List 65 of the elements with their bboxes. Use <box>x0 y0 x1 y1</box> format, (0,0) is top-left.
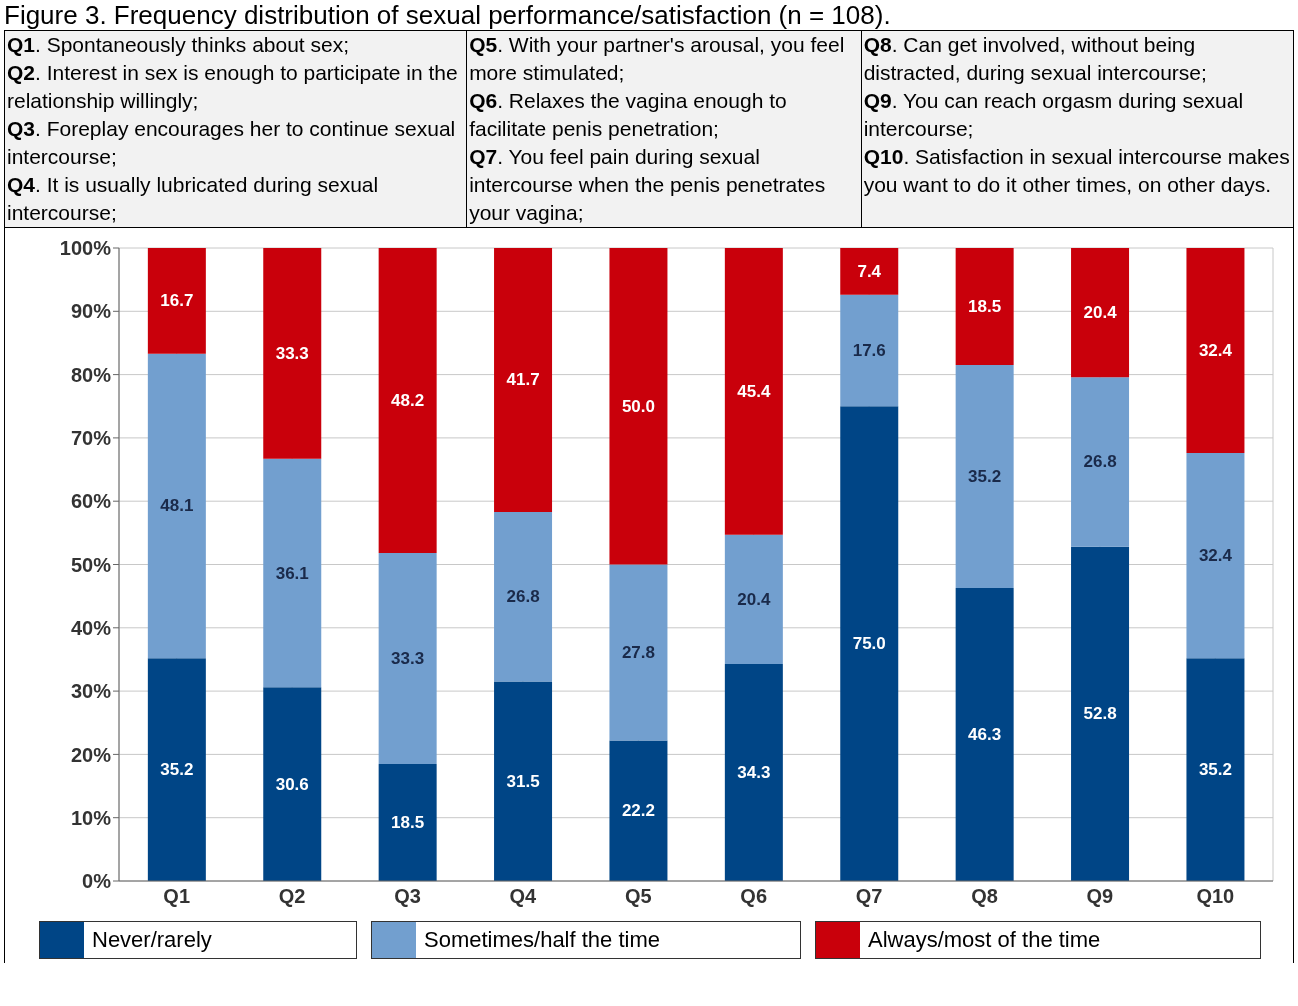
x-tick-label: Q7 <box>855 885 883 908</box>
data-label: 18.5 <box>391 812 425 832</box>
data-label: 52.8 <box>1083 704 1117 724</box>
y-tick-label: 40% <box>70 616 112 639</box>
data-label: 16.7 <box>160 291 194 311</box>
x-tick-label: Q5 <box>624 885 652 908</box>
data-label: 18.5 <box>968 297 1002 317</box>
y-tick-label: 80% <box>70 363 112 386</box>
text: Q6. Relaxes the vagina enough to facilitate penis penetration; <box>469 89 787 140</box>
legend-label: Never/rarely <box>92 927 212 953</box>
data-label: 32.4 <box>1198 341 1233 361</box>
data-label: 35.2 <box>968 467 1002 487</box>
data-label: 34.3 <box>737 762 771 782</box>
x-tick-label: Q2 <box>278 885 306 908</box>
y-tick-label: 70% <box>70 427 112 449</box>
text: Q7. You feel pain during sexual intercourse when the penis penetrates your vagina; <box>469 145 826 224</box>
data-label: 7.4 <box>857 261 882 281</box>
text: Q9. You can reach orgasm during sexual intercourse; <box>863 89 1244 140</box>
data-label: 48.2 <box>391 391 425 411</box>
y-tick-label: 50% <box>70 553 112 576</box>
x-tick-label: Q9 <box>1086 885 1114 908</box>
data-label: 50.0 <box>621 396 655 416</box>
legend-label: Always/most of the time <box>868 927 1101 953</box>
data-label: 46.3 <box>968 724 1002 744</box>
data-label: 31.5 <box>506 771 540 791</box>
y-tick-label: 20% <box>70 743 112 766</box>
data-label: 27.8 <box>621 642 655 662</box>
data-label: 48.1 <box>160 496 194 516</box>
x-tick-label: Q8 <box>971 885 998 908</box>
data-label: 22.2 <box>621 801 655 821</box>
data-label: 36.1 <box>275 563 309 583</box>
data-label: 75.0 <box>852 634 886 654</box>
x-tick-label: Q4 <box>509 885 538 908</box>
x-tick-label: Q6 <box>740 885 768 908</box>
data-label: 26.8 <box>506 587 540 607</box>
x-tick-label: Q10 <box>1196 885 1235 908</box>
y-tick-label: 30% <box>70 680 112 703</box>
y-tick-label: 60% <box>70 490 112 513</box>
y-tick-label: 0% <box>82 870 112 893</box>
data-label: 41.7 <box>506 370 540 390</box>
data-label: 35.2 <box>1198 760 1232 780</box>
x-tick-label: Q1 <box>163 885 191 908</box>
text: Q10. Satisfaction in sexual intercourse makes you want to do it other times, on other days. <box>863 145 1290 196</box>
text: Q1. Spontaneously thinks about sex; <box>7 33 350 56</box>
data-label: 33.3 <box>275 343 309 363</box>
y-tick-label: 100% <box>59 237 112 260</box>
text: Q3. Foreplay encourages her to continue sexual intercourse; <box>7 117 456 168</box>
data-label: 20.4 <box>737 589 771 609</box>
data-label: 45.4 <box>737 381 771 401</box>
text: Q5. With your partner's arousal, you feel more stimulated; <box>469 33 845 84</box>
x-tick-label: Q3 <box>394 885 421 908</box>
text: Q4. It is usually lubricated during sexual intercourse; <box>7 173 379 224</box>
data-label: 35.2 <box>160 760 194 780</box>
text: Q2. Interest in sex is enough to participate in the relationship willingly; <box>7 61 458 112</box>
data-label: 32.4 <box>1198 546 1233 566</box>
legend-label: Sometimes/half the time <box>424 927 660 953</box>
y-tick-label: 90% <box>70 300 112 323</box>
data-label: 17.6 <box>852 341 886 361</box>
data-label: 30.6 <box>275 774 309 794</box>
data-label: 26.8 <box>1083 452 1117 472</box>
data-label: 33.3 <box>391 649 425 668</box>
data-label: 20.4 <box>1083 303 1118 323</box>
text: Q8. Can get involved, without being distracted, during sexual intercourse; <box>863 33 1207 84</box>
y-tick-label: 10% <box>70 806 112 829</box>
chart-title: Figure 3. Frequency distribution of sexual performance/satisfaction (n = 108). <box>4 0 892 30</box>
